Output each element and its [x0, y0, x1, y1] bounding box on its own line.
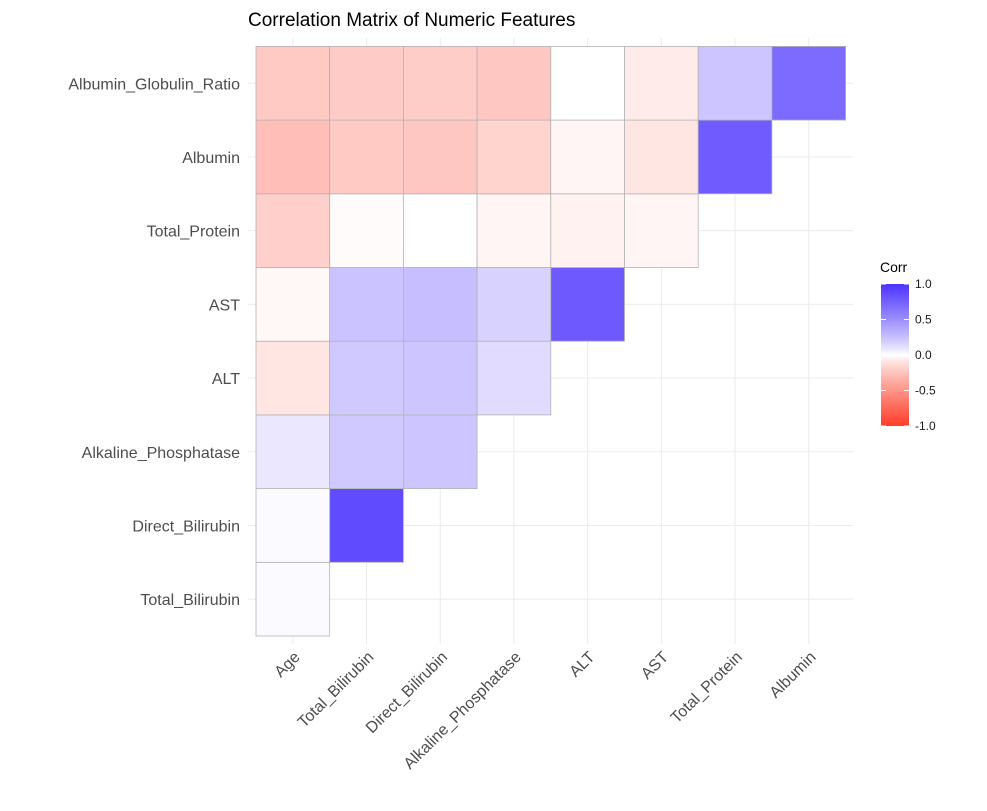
heatmap-cell: [476, 193, 552, 268]
heatmap-cell: [476, 46, 552, 121]
chart-title: Correlation Matrix of Numeric Features: [248, 10, 575, 31]
legend-tick-label: -0.5: [915, 384, 936, 398]
heatmap-cell: [255, 561, 331, 637]
heatmap-cell: [550, 46, 625, 121]
heatmap-cell: [329, 119, 404, 195]
legend: Corr 1.0 0.5 0.0 -0.5 -1.0: [880, 259, 936, 433]
x-tick-label: Age: [272, 649, 304, 681]
x-tick-label: Total_Bilirubin: [295, 649, 377, 731]
heatmap-cell: [255, 340, 331, 416]
heatmap-cell: [550, 267, 625, 342]
heatmap-cell: [255, 267, 331, 342]
heatmap-cell: [255, 119, 331, 195]
x-tick-label: Albumin: [767, 649, 820, 702]
heatmap-cell: [624, 193, 699, 268]
heatmap-cell: [697, 46, 773, 121]
legend-tick-label: 0.5: [915, 313, 932, 327]
heatmap-cell: [329, 488, 404, 563]
heatmap-cell: [624, 119, 699, 195]
y-tick-label: Direct_Bilirubin: [132, 518, 240, 535]
heatmap-cell: [476, 119, 552, 195]
legend-title: Corr: [880, 259, 908, 275]
y-tick-label: Total_Bilirubin: [140, 592, 240, 609]
y-tick-label: ALT: [212, 371, 240, 388]
heatmap-cell: [476, 340, 552, 416]
heatmap-cell: [476, 267, 552, 342]
heatmap-cell: [402, 119, 478, 195]
cell-layer: [255, 46, 847, 637]
legend-tick-label: -1.0: [915, 419, 936, 433]
heatmap-cell: [329, 267, 404, 342]
heatmap-cell: [329, 414, 404, 489]
heatmap-cell: [329, 340, 404, 416]
legend-tick-label: 1.0: [915, 277, 932, 291]
heatmap-cell: [329, 193, 404, 268]
heatmap-cell: [624, 46, 699, 121]
heatmap-cell: [402, 414, 478, 489]
y-tick-label: Alkaline_Phosphatase: [82, 445, 240, 462]
y-tick-label: Albumin_Globulin_Ratio: [68, 76, 240, 93]
heatmap-cell: [402, 46, 478, 121]
x-axis: AgeTotal_BilirubinDirect_BilirubinAlkali…: [272, 649, 820, 773]
heatmap-cell: [550, 193, 625, 268]
heatmap-cell: [550, 119, 625, 195]
x-tick-label: ALT: [567, 649, 599, 681]
legend-tick-label: 0.0: [915, 348, 932, 362]
heatmap-cell: [255, 414, 331, 489]
y-tick-label: AST: [209, 297, 240, 314]
heatmap-cell: [255, 46, 331, 121]
x-tick-label: Total_Protein: [668, 649, 746, 727]
heatmap-cell: [255, 193, 331, 268]
x-tick-label: AST: [638, 649, 672, 683]
heatmap-cell: [402, 193, 478, 268]
heatmap-cell: [402, 267, 478, 342]
heatmap-cell: [329, 46, 404, 121]
heatmap-cell: [255, 488, 331, 563]
heatmap-cell: [771, 46, 847, 121]
y-tick-label: Total_Protein: [147, 224, 240, 241]
y-tick-label: Albumin: [182, 150, 240, 167]
heatmap-cell: [697, 119, 773, 195]
y-axis: Total_Bilirubin Direct_Bilirubin Alkaline_…: [68, 76, 240, 609]
heatmap-cell: [402, 340, 478, 416]
